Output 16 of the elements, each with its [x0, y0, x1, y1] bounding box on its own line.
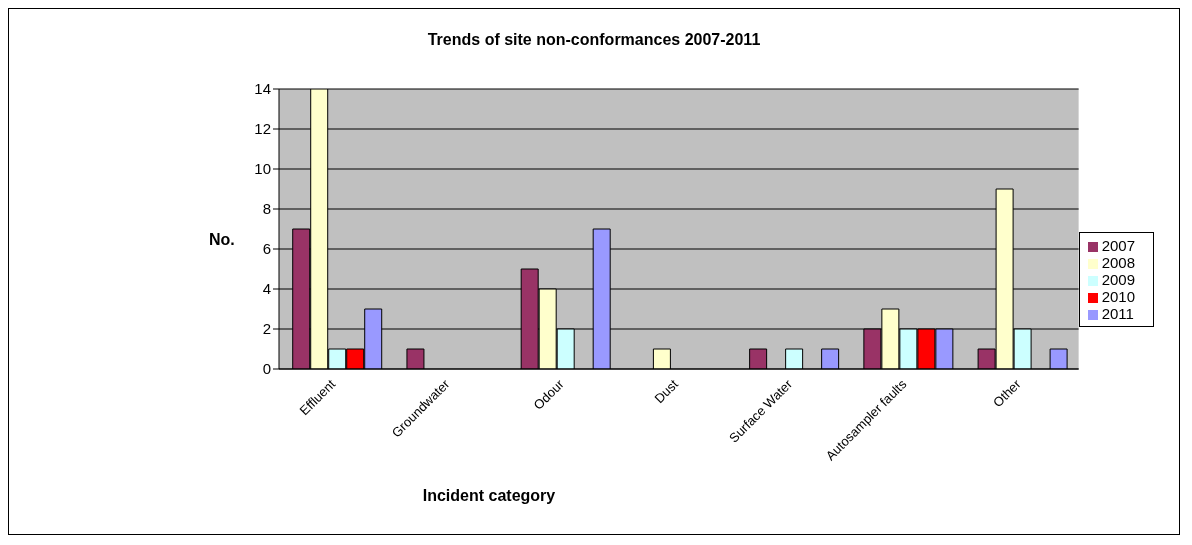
- y-tick-label: 8: [262, 200, 271, 218]
- y-axis-title: No.: [209, 231, 235, 249]
- chart-title: Trends of site non-conformances 2007-2011: [426, 31, 762, 49]
- y-tick-label: 0: [262, 360, 271, 378]
- legend-label: 2011: [1101, 304, 1134, 322]
- legend-label: 2007: [1101, 236, 1135, 254]
- y-tick-label: 6: [262, 240, 271, 258]
- y-tick-label: 2: [262, 320, 271, 338]
- y-tick-label: 14: [254, 80, 271, 98]
- legend-label: 2010: [1101, 287, 1135, 305]
- x-axis-title: Incident category: [421, 487, 557, 505]
- legend-label: 2009: [1101, 270, 1135, 288]
- y-tick-label: 4: [262, 280, 271, 298]
- legend-label: 2008: [1101, 253, 1135, 271]
- y-tick-label: 12: [254, 120, 271, 138]
- y-tick-label: 10: [254, 160, 271, 178]
